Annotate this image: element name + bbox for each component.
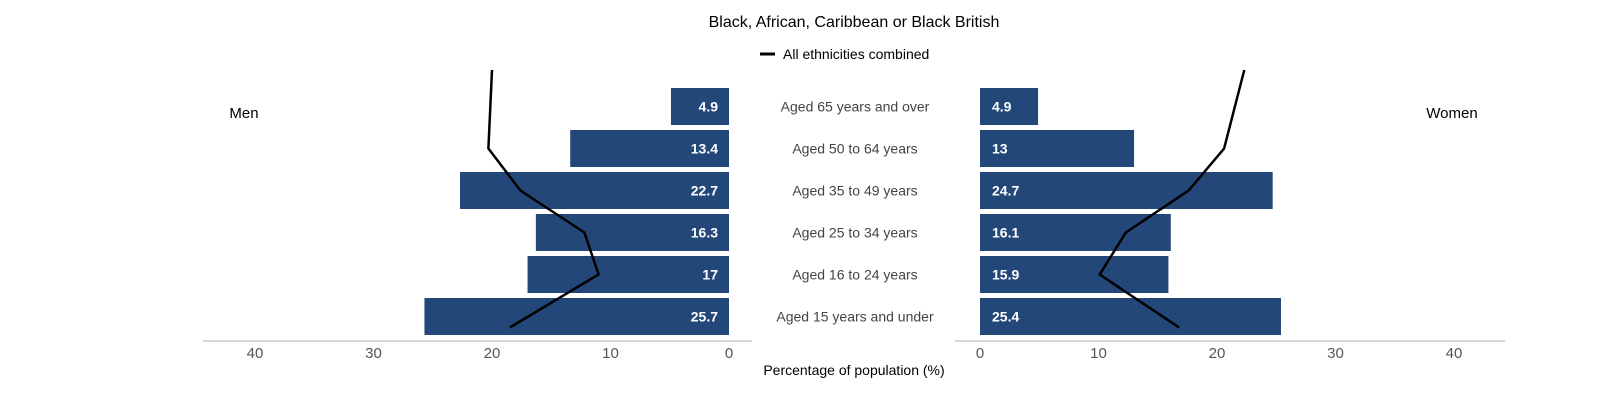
- men-all-ethnicities-line: [487, 69, 601, 329]
- women-bar: [980, 256, 1169, 293]
- left-panel-label: Men: [229, 105, 258, 122]
- chart-title: Black, African, Caribbean or Black Briti…: [709, 14, 1000, 31]
- men-bar: [535, 214, 729, 251]
- legend: All ethnicities combined: [760, 46, 929, 62]
- women-bar: [980, 172, 1273, 209]
- category-label: Aged 16 to 24 years: [792, 267, 917, 283]
- men-bar-value-label: 13.4: [691, 141, 718, 157]
- category-label: Aged 35 to 49 years: [792, 183, 917, 199]
- category-label: Aged 65 years and over: [781, 99, 930, 115]
- women-bar-value-label: 13: [992, 141, 1008, 157]
- category-label: Aged 50 to 64 years: [792, 141, 917, 157]
- women-bar: [980, 214, 1171, 251]
- men-bar-value-label: 16.3: [691, 225, 718, 241]
- men-bar: [460, 172, 729, 209]
- right-x-tick-label: 30: [1327, 345, 1344, 362]
- x-axis-title: Percentage of population (%): [763, 362, 944, 378]
- left-x-tick-label: 20: [484, 345, 501, 362]
- legend-label: All ethnicities combined: [783, 46, 929, 62]
- men-bar: [570, 130, 729, 167]
- men-bar: [527, 256, 729, 293]
- women-bar-value-label: 4.9: [992, 99, 1012, 115]
- women-bar-value-label: 15.9: [992, 267, 1019, 283]
- women-bar: [980, 298, 1281, 335]
- category-label: Aged 15 years and under: [776, 309, 934, 325]
- left-x-tick-label: 10: [602, 345, 619, 362]
- women-bar-value-label: 16.1: [992, 225, 1019, 241]
- right-x-tick-label: 20: [1209, 345, 1226, 362]
- men-bar: [424, 298, 729, 335]
- women-bar-value-label: 25.4: [992, 309, 1019, 325]
- women-bar-value-label: 24.7: [992, 183, 1019, 199]
- right-x-tick-label: 40: [1446, 345, 1463, 362]
- men-bar: [670, 88, 729, 125]
- men-bar-value-label: 25.7: [691, 309, 718, 325]
- men-bar-value-label: 22.7: [691, 183, 718, 199]
- women-all-ethnicities-line: [1097, 69, 1246, 329]
- left-x-tick-label: 0: [725, 345, 733, 362]
- women-bar: [980, 88, 1039, 125]
- left-x-tick-label: 30: [365, 345, 382, 362]
- men-bar-value-label: 17: [702, 267, 718, 283]
- right-x-tick-label: 0: [976, 345, 984, 362]
- left-x-tick-label: 40: [247, 345, 264, 362]
- men-bar-value-label: 4.9: [699, 99, 719, 115]
- right-x-tick-label: 10: [1090, 345, 1107, 362]
- women-bar: [980, 130, 1135, 167]
- category-label: Aged 25 to 34 years: [792, 225, 917, 241]
- right-panel-label: Women: [1426, 105, 1477, 122]
